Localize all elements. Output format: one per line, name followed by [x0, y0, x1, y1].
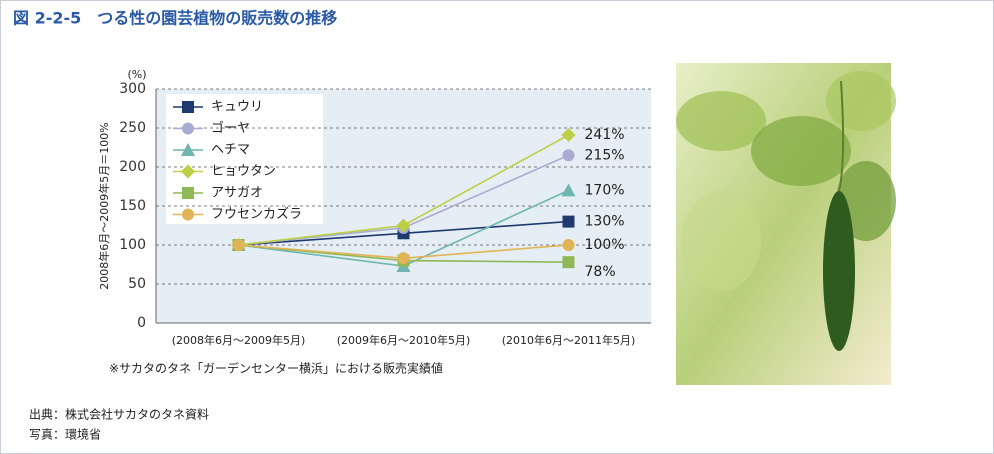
- value-label: 78%: [585, 264, 616, 280]
- data-point: [561, 128, 576, 143]
- legend-marker: [182, 187, 194, 199]
- legend-marker: [181, 143, 195, 156]
- x-tick-label: (2009年6月～2010年5月): [337, 333, 471, 347]
- legend-marker: [182, 101, 194, 113]
- y-tick-label: 50: [128, 276, 146, 292]
- source: 出典：株式会社サカタのタネ資料: [29, 407, 209, 422]
- figure-title: 図 2-2-5 つる性の園芸植物の販売数の推移: [13, 9, 337, 28]
- value-label: 170%: [585, 182, 625, 198]
- data-point: [562, 149, 575, 162]
- y-unit: (%): [127, 68, 146, 81]
- y-tick-label: 0: [137, 315, 146, 331]
- data-point: [397, 252, 410, 265]
- value-label: 100%: [585, 237, 625, 253]
- value-label: 130%: [585, 214, 625, 230]
- data-point: [562, 215, 575, 228]
- value-label: 241%: [585, 127, 625, 143]
- y-tick-label: 100: [119, 237, 146, 253]
- data-point: [562, 239, 575, 251]
- legend: [166, 94, 323, 224]
- data-point: [396, 218, 411, 233]
- legend-marker: [182, 208, 194, 221]
- value-label: 215%: [585, 147, 625, 163]
- x-tick-label: (2010年6月～2011年5月): [502, 333, 636, 347]
- x-tick-label: (2008年6月～2009年5月): [172, 333, 306, 347]
- legend-label: ヘチマ: [211, 143, 250, 158]
- y-tick-label: 150: [119, 198, 146, 214]
- data-point: [561, 183, 576, 197]
- legend-label: キュウリ: [211, 100, 263, 115]
- data-point: [232, 239, 245, 251]
- legend-label: アサガオ: [211, 186, 263, 201]
- y-tick-label: 250: [119, 120, 146, 136]
- legend-label: ゴーヤ: [211, 120, 250, 136]
- legend-marker: [182, 122, 194, 135]
- footnote: ※サカタのタネ「ガーデンセンター横浜」における販売実績値: [109, 361, 443, 376]
- photo: [676, 63, 896, 385]
- legend-marker: [181, 164, 195, 179]
- y-axis-label: 2008年6月～2009年5月＝100%: [97, 122, 111, 289]
- legend-label: ヒョウタン: [211, 164, 276, 179]
- y-tick-label: 200: [119, 159, 146, 175]
- y-tick-label: 300: [119, 81, 146, 97]
- legend-label: フウセンカズラ: [211, 206, 302, 222]
- data-point: [562, 256, 575, 269]
- photo-credit: 写真：環境省: [29, 427, 101, 442]
